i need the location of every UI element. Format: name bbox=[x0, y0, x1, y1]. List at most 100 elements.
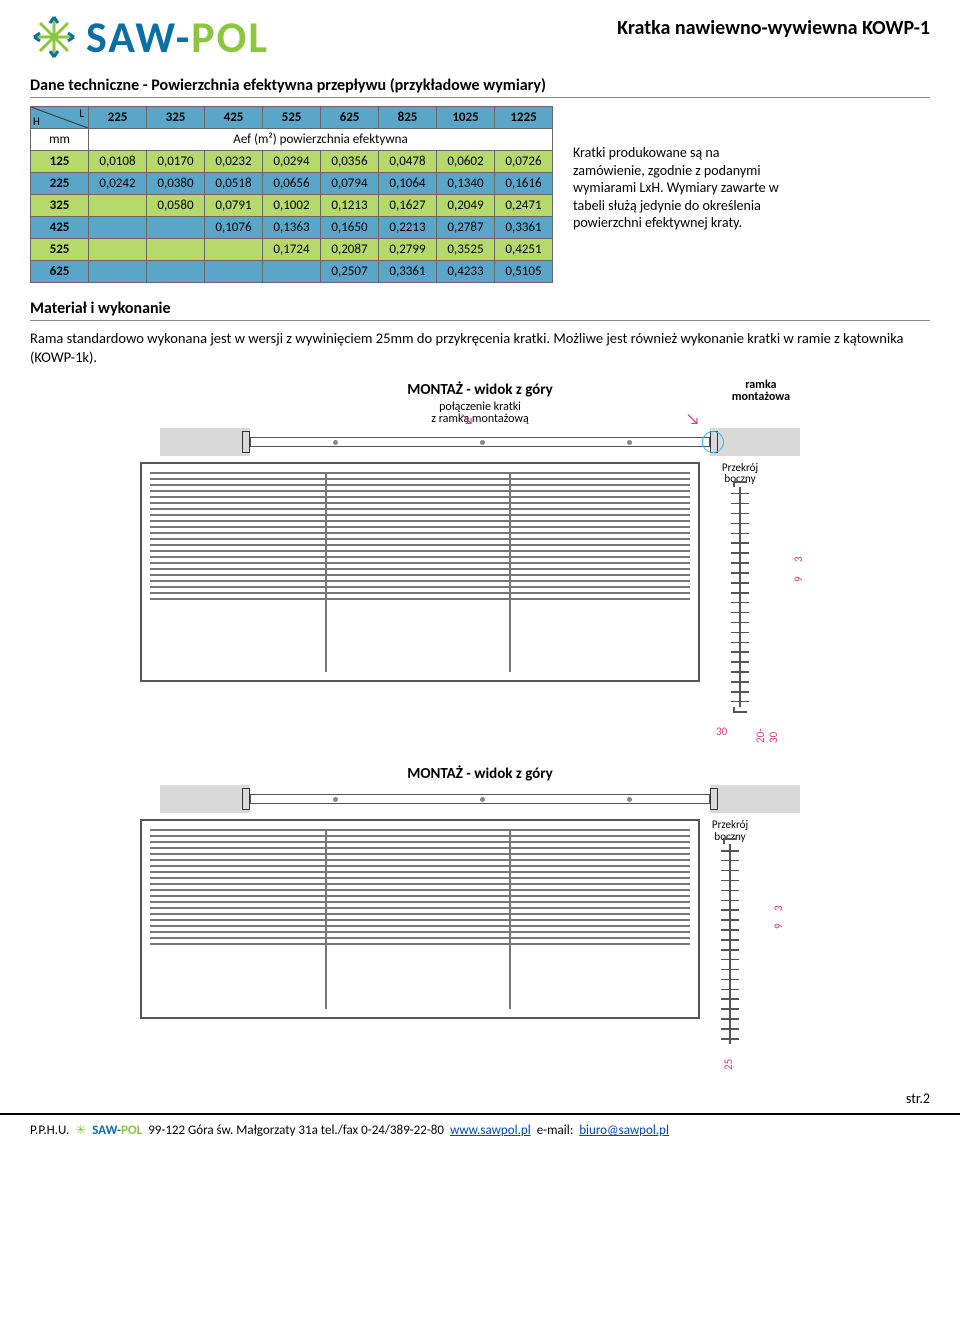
table-cell: 0,4251 bbox=[495, 239, 553, 261]
side-section-2: Przekrój boczny 25 bbox=[710, 819, 750, 1072]
dim-30: 30 bbox=[716, 725, 727, 738]
footer-bar: P.P.H.U. ✳ SAW-POL 99-122 Góra św. Małgo… bbox=[0, 1113, 960, 1148]
diagram-1: MONTAŻ - widok z góry ramka montażowa po… bbox=[140, 381, 820, 747]
col-header: 225 bbox=[89, 107, 147, 129]
table-cell: 0,5105 bbox=[495, 261, 553, 283]
table-cell bbox=[89, 261, 147, 283]
table-cell: 0,3361 bbox=[379, 261, 437, 283]
table-cell: 0,0726 bbox=[495, 151, 553, 173]
corner-h: H bbox=[33, 115, 40, 128]
table-cell: 0,2471 bbox=[495, 195, 553, 217]
dim-25: 25 bbox=[722, 1059, 735, 1070]
logo-pol: POL bbox=[191, 10, 269, 64]
unit-text: Aef (m²) powierzchnia efektywna bbox=[89, 129, 553, 151]
table-cell bbox=[205, 239, 263, 261]
table-cell: 0,1064 bbox=[379, 173, 437, 195]
table-cell: 0,1724 bbox=[263, 239, 321, 261]
logo-text: SAW-POL bbox=[86, 10, 269, 64]
table-cell: 0,3361 bbox=[495, 217, 553, 239]
table-cell: 0,0794 bbox=[321, 173, 379, 195]
page-number: str.2 bbox=[0, 1090, 960, 1107]
table-cell: 0,0580 bbox=[147, 195, 205, 217]
col-header: 325 bbox=[147, 107, 205, 129]
table-cell: 0,2787 bbox=[437, 217, 495, 239]
table-cell: 0,0356 bbox=[321, 151, 379, 173]
table-cell: 0,0242 bbox=[89, 173, 147, 195]
diagram-2: MONTAŻ - widok z góry Przekrój bbox=[140, 765, 820, 1072]
dim-3: 3 bbox=[792, 556, 805, 562]
section-title-material: Materiał i wykonanie bbox=[30, 299, 930, 321]
table-cell: 0,1650 bbox=[321, 217, 379, 239]
table-cell: 0,1213 bbox=[321, 195, 379, 217]
grille-front-view-2 bbox=[140, 819, 700, 1019]
table-cell: 0,2213 bbox=[379, 217, 437, 239]
footer-address: 99-122 Góra św. Małgorzaty 31a tel./fax … bbox=[148, 1123, 444, 1138]
col-header: 825 bbox=[379, 107, 437, 129]
table-cell bbox=[263, 261, 321, 283]
dim-20-30: 20-30 bbox=[754, 727, 780, 743]
footer-pphu: P.P.H.U. bbox=[30, 1123, 69, 1138]
star-icon: ✳ bbox=[75, 1123, 86, 1138]
table-cell: 0,0602 bbox=[437, 151, 495, 173]
table-cell: 0,0108 bbox=[89, 151, 147, 173]
col-header: 525 bbox=[263, 107, 321, 129]
col-header: 625 bbox=[321, 107, 379, 129]
document-title: Kratka nawiewno-wywiewna KOWP-1 bbox=[617, 16, 930, 40]
ramka-label: ramka montażowa bbox=[732, 379, 790, 404]
aef-table: H L 225 325 425 525 625 825 1025 1225 mm… bbox=[30, 106, 553, 283]
corner-l: L bbox=[79, 107, 84, 120]
row-header: 425 bbox=[31, 217, 89, 239]
col-header: 425 bbox=[205, 107, 263, 129]
mounting-top-view-2 bbox=[160, 785, 800, 813]
row-header: 225 bbox=[31, 173, 89, 195]
col-header: 1225 bbox=[495, 107, 553, 129]
row-header: 625 bbox=[31, 261, 89, 283]
table-cell bbox=[147, 261, 205, 283]
logo-dash: - bbox=[176, 10, 191, 64]
grille-front-view bbox=[140, 462, 700, 682]
table-cell: 0,0478 bbox=[379, 151, 437, 173]
detail-circle-icon bbox=[702, 431, 724, 453]
table-cell: 0,0380 bbox=[147, 173, 205, 195]
table-side-note: Kratki produkowane są na zamówienie, zgo… bbox=[573, 106, 793, 232]
table-cell bbox=[89, 239, 147, 261]
table-cell: 0,0518 bbox=[205, 173, 263, 195]
footer-email-label: e-mail: bbox=[537, 1123, 574, 1138]
table-cell: 0,3525 bbox=[437, 239, 495, 261]
table-cell bbox=[205, 261, 263, 283]
logo: SAW-POL bbox=[30, 10, 269, 64]
table-cell: 0,1002 bbox=[263, 195, 321, 217]
table-cell: 0,4233 bbox=[437, 261, 495, 283]
table-cell bbox=[147, 239, 205, 261]
table-cell: 0,1616 bbox=[495, 173, 553, 195]
table-corner: H L bbox=[31, 107, 89, 129]
footer-email[interactable]: biuro@sawpol.pl bbox=[579, 1123, 669, 1138]
polaczenie-label: połączenie kratki z ramką montażową bbox=[140, 401, 820, 426]
logo-saw: SAW bbox=[86, 10, 176, 64]
table-cell: 0,2049 bbox=[437, 195, 495, 217]
snowflake-icon bbox=[30, 13, 78, 61]
table-cell bbox=[147, 217, 205, 239]
table-cell: 0,1076 bbox=[205, 217, 263, 239]
section-title-techdata: Dane techniczne - Powierzchnia efektywna… bbox=[30, 76, 930, 98]
unit-label: mm bbox=[31, 129, 89, 151]
dim-3: 3 bbox=[772, 905, 785, 911]
footer-logo: SAW-POL bbox=[92, 1123, 142, 1138]
row-header: 525 bbox=[31, 239, 89, 261]
dim-9: 9 bbox=[772, 923, 785, 929]
table-cell: 0,0294 bbox=[263, 151, 321, 173]
table-cell: 0,1363 bbox=[263, 217, 321, 239]
arrow-icon: ↘ bbox=[460, 410, 474, 429]
arrow-icon: ↘ bbox=[686, 410, 700, 429]
table-cell: 0,1627 bbox=[379, 195, 437, 217]
table-cell: 0,2799 bbox=[379, 239, 437, 261]
side-section-1: Przekrój boczny 30 20-30 bbox=[710, 462, 770, 747]
col-header: 1025 bbox=[437, 107, 495, 129]
table-cell: 0,2087 bbox=[321, 239, 379, 261]
footer-url[interactable]: www.sawpol.pl bbox=[450, 1123, 531, 1138]
dim-9: 9 bbox=[792, 576, 805, 582]
table-cell: 0,0656 bbox=[263, 173, 321, 195]
material-text: Rama standardowo wykonana jest w wersji … bbox=[30, 329, 930, 367]
row-header: 325 bbox=[31, 195, 89, 217]
page-header: SAW-POL Kratka nawiewno-wywiewna KOWP-1 bbox=[30, 10, 930, 64]
